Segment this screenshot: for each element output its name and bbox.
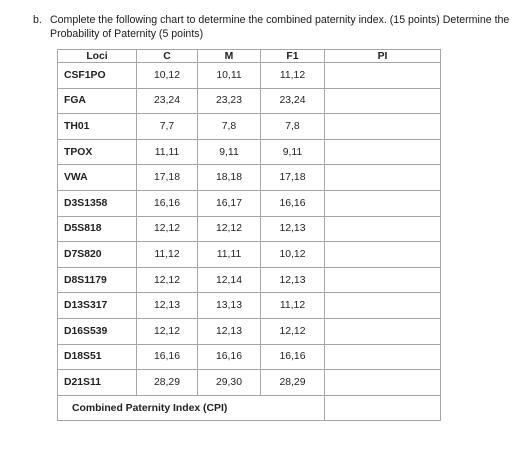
header-child: C (136, 49, 198, 63)
father-genotype-cell: 11,12 (260, 292, 325, 319)
pi-answer-cell[interactable] (324, 87, 441, 115)
locus-cell: TPOX (57, 138, 137, 166)
mother-genotype-cell: 23,23 (197, 87, 261, 115)
father-genotype-cell: 16,16 (260, 343, 325, 371)
child-genotype-cell: 11,12 (136, 241, 198, 268)
mother-genotype-cell: 16,16 (197, 343, 261, 371)
question-text: Complete the following chart to determin… (50, 14, 510, 40)
pi-answer-cell[interactable] (324, 164, 441, 191)
header-paternity-index: PI (324, 49, 441, 63)
mother-genotype-cell: 29,30 (197, 369, 261, 396)
father-genotype-cell: 28,29 (260, 369, 325, 396)
mother-genotype-cell: 12,13 (197, 317, 261, 345)
locus-cell: FGA (57, 87, 137, 115)
table-row: D7S820 11,12 11,11 10,12 (57, 241, 441, 268)
father-genotype-cell: 7,8 (260, 113, 325, 140)
father-genotype-cell: 16,16 (260, 189, 325, 217)
locus-cell: D13S317 (57, 292, 137, 319)
table-row: D21S11 28,29 29,30 28,29 (57, 369, 441, 396)
header-loci: Loci (57, 49, 137, 63)
mother-genotype-cell: 12,14 (197, 266, 261, 294)
pi-answer-cell[interactable] (324, 189, 441, 217)
mother-genotype-cell: 12,12 (197, 215, 261, 243)
cpi-answer-cell[interactable] (324, 394, 441, 422)
cpi-label: Combined Paternity Index (CPI) (57, 394, 325, 422)
pi-answer-cell[interactable] (324, 241, 441, 268)
mother-genotype-cell: 11,11 (197, 241, 261, 268)
locus-cell: D5S818 (57, 215, 137, 243)
mother-genotype-cell: 13,13 (197, 292, 261, 319)
pi-answer-cell[interactable] (324, 138, 441, 166)
mother-genotype-cell: 16,17 (197, 189, 261, 217)
child-genotype-cell: 12,13 (136, 292, 198, 319)
header-row: Loci C M F1 PI (57, 49, 441, 63)
header-alleged-father: F1 (260, 49, 325, 63)
father-genotype-cell: 9,11 (260, 138, 325, 166)
locus-cell: D7S820 (57, 241, 137, 268)
locus-cell: VWA (57, 164, 137, 191)
pi-answer-cell[interactable] (324, 215, 441, 243)
paternity-chart: Loci C M F1 PI CSF1PO 10,12 10,11 11,12 … (57, 49, 441, 422)
table-row: D13S317 12,13 13,13 11,12 (57, 292, 441, 319)
father-genotype-cell: 17,18 (260, 164, 325, 191)
locus-cell: D3S1358 (57, 189, 137, 217)
table-row: TPOX 11,11 9,11 9,11 (57, 138, 441, 166)
header-mother: M (197, 49, 261, 63)
father-genotype-cell: 11,12 (260, 62, 325, 89)
pi-answer-cell[interactable] (324, 266, 441, 294)
locus-cell: D16S539 (57, 317, 137, 345)
child-genotype-cell: 12,12 (136, 266, 198, 294)
child-genotype-cell: 23,24 (136, 87, 198, 115)
child-genotype-cell: 12,12 (136, 215, 198, 243)
father-genotype-cell: 23,24 (260, 87, 325, 115)
pi-answer-cell[interactable] (324, 343, 441, 371)
question-number: b. (33, 14, 42, 26)
question-prompt: b. Complete the following chart to deter… (33, 14, 523, 41)
table-row: D8S1179 12,12 12,14 12,13 (57, 266, 441, 294)
child-genotype-cell: 28,29 (136, 369, 198, 396)
table-row: CSF1PO 10,12 10,11 11,12 (57, 62, 441, 89)
mother-genotype-cell: 9,11 (197, 138, 261, 166)
table-row: D5S818 12,12 12,12 12,13 (57, 215, 441, 243)
father-genotype-cell: 12,12 (260, 317, 325, 345)
child-genotype-cell: 16,16 (136, 343, 198, 371)
locus-cell: TH01 (57, 113, 137, 140)
locus-cell: D21S11 (57, 369, 137, 396)
table-row: VWA 17,18 18,18 17,18 (57, 164, 441, 191)
child-genotype-cell: 11,11 (136, 138, 198, 166)
table-row: D16S539 12,12 12,13 12,12 (57, 317, 441, 345)
father-genotype-cell: 12,13 (260, 266, 325, 294)
locus-cell: D8S1179 (57, 266, 137, 294)
child-genotype-cell: 12,12 (136, 317, 198, 345)
mother-genotype-cell: 7,8 (197, 113, 261, 140)
father-genotype-cell: 12,13 (260, 215, 325, 243)
child-genotype-cell: 7,7 (136, 113, 198, 140)
table-row: D3S1358 16,16 16,17 16,16 (57, 189, 441, 217)
child-genotype-cell: 10,12 (136, 62, 198, 89)
table-row: D18S51 16,16 16,16 16,16 (57, 343, 441, 371)
locus-cell: D18S51 (57, 343, 137, 371)
table-row: TH01 7,7 7,8 7,8 (57, 113, 441, 140)
mother-genotype-cell: 18,18 (197, 164, 261, 191)
locus-cell: CSF1PO (57, 62, 137, 89)
pi-answer-cell[interactable] (324, 62, 441, 89)
child-genotype-cell: 17,18 (136, 164, 198, 191)
mother-genotype-cell: 10,11 (197, 62, 261, 89)
cpi-row: Combined Paternity Index (CPI) (57, 394, 441, 422)
father-genotype-cell: 10,12 (260, 241, 325, 268)
pi-answer-cell[interactable] (324, 317, 441, 345)
pi-answer-cell[interactable] (324, 292, 441, 319)
pi-answer-cell[interactable] (324, 113, 441, 140)
child-genotype-cell: 16,16 (136, 189, 198, 217)
pi-answer-cell[interactable] (324, 369, 441, 396)
table-row: FGA 23,24 23,23 23,24 (57, 87, 441, 115)
